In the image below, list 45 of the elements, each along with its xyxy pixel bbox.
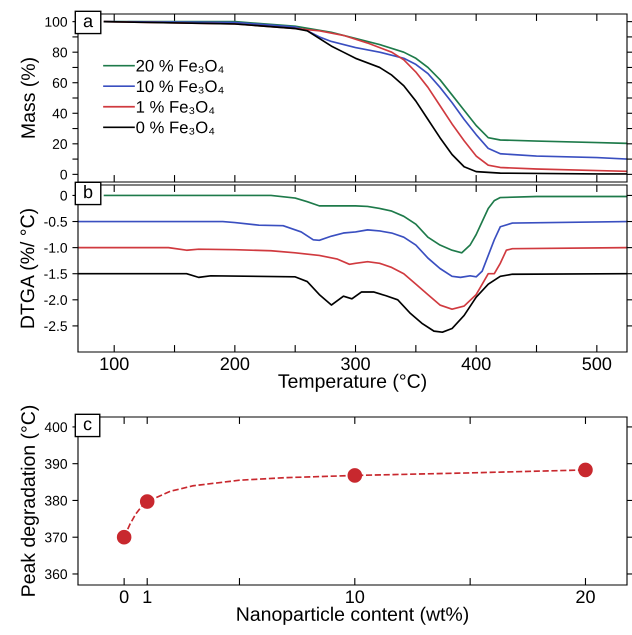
legend-label: 0 % Fe₃O₄ — [136, 121, 214, 135]
x-tick-label: 100 — [100, 357, 129, 370]
x-tick-label: 300 — [341, 357, 370, 370]
y-tick-label: 370 — [44, 532, 68, 542]
point — [578, 462, 593, 478]
annotation: c — [84, 420, 92, 430]
line-series — [104, 194, 627, 254]
annotation: b — [84, 185, 92, 198]
y-tick-label: -0.5 — [44, 216, 68, 227]
y-tick-label: 0 — [60, 170, 68, 180]
legend-label: 20 % Fe₃O₄ — [136, 60, 224, 74]
x-axis-title: Temperature (°C) — [278, 374, 426, 392]
x-tick-label: 1 — [144, 590, 152, 603]
y-tick-label: 100 — [45, 16, 68, 27]
y-tick-label: 360 — [44, 569, 68, 580]
x-tick-label: 20 — [576, 590, 595, 604]
annotation: a — [84, 17, 94, 28]
line-series — [78, 220, 627, 278]
y-tick-label: -2.5 — [44, 321, 68, 332]
y-tick-label: 380 — [44, 496, 68, 506]
point — [140, 494, 154, 509]
y-tick-label: 40 — [52, 108, 68, 118]
y-tick-label: 80 — [52, 48, 68, 58]
y-tick-label: -2.0 — [44, 295, 68, 305]
legend-label: 10 % Fe₃O₄ — [136, 80, 224, 94]
y-tick-label: 400 — [44, 422, 68, 432]
y-axis-title: DTGA (%/ °C) — [20, 209, 38, 328]
x-tick-label: 500 — [582, 357, 612, 370]
y-tick-label: 0 — [60, 190, 68, 201]
y-tick-label: 20 — [52, 139, 68, 149]
line-series — [78, 246, 627, 310]
x-tick-label: 200 — [220, 357, 250, 370]
y-axis-title: Mass (%) — [20, 58, 39, 138]
point — [348, 468, 362, 483]
x-tick-label: 0 — [120, 590, 128, 604]
x-axis-title: Nanoparticle content (wt%) — [237, 606, 468, 625]
y-tick-label: 60 — [52, 78, 68, 88]
point — [116, 530, 132, 544]
legend-label: 1 % Fe₃O₄ — [136, 100, 214, 114]
y-tick-label: 390 — [44, 459, 68, 469]
y-tick-label: -1.0 — [44, 242, 68, 253]
y-axis-title: Peak degradation (°C) — [20, 406, 39, 596]
y-tick-label: -1.5 — [44, 269, 68, 279]
x-tick-label: 10 — [346, 590, 364, 604]
x-tick-label: 400 — [462, 357, 491, 370]
